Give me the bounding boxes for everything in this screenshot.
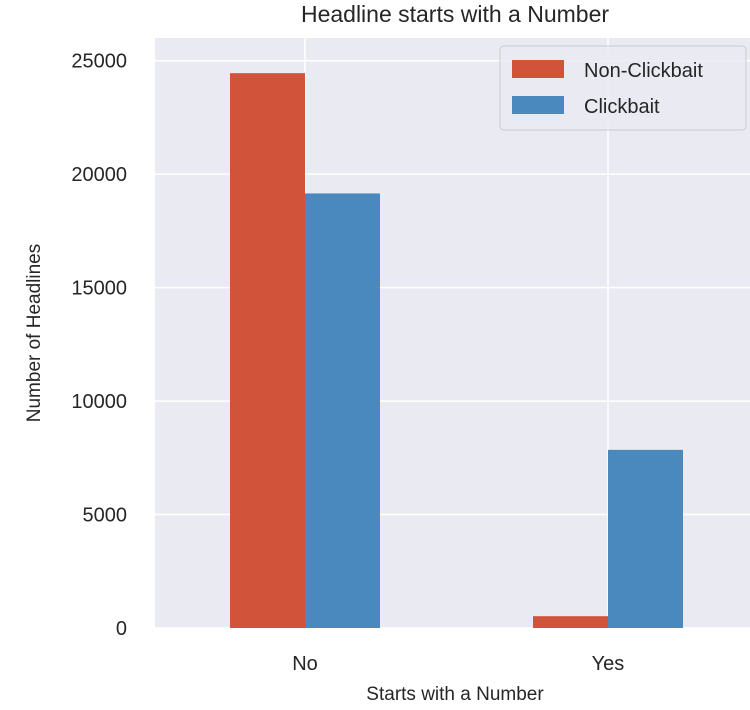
legend: Non-Clickbait Clickbait [499,45,747,131]
legend-label-non-clickbait: Non-Clickbait [584,60,703,82]
y-tick-label: 10000 [71,391,127,413]
y-tick-label: 20000 [71,164,127,186]
legend-label-clickbait: Clickbait [584,96,660,118]
x-tick-label: No [292,653,318,675]
chart-title: Headline starts with a Number [301,1,609,27]
x-axis-label: Starts with a Number [366,684,544,705]
legend-swatch-clickbait [512,96,564,114]
y-tick-label: 5000 [83,505,128,527]
y-axis-label: Number of Headlines [24,244,45,422]
y-tick-label: 25000 [71,51,127,73]
legend-swatch-non-clickbait [512,60,564,78]
y-tick-label: 0 [116,618,127,640]
bar-non-clickbait-yes [533,616,608,628]
bar-clickbait-no [305,193,380,628]
y-tick-label: 15000 [71,278,127,300]
y-tick-labels: 0 5000 10000 15000 20000 25000 [71,51,127,640]
bars [230,73,683,628]
x-tick-labels: No Yes [292,653,624,675]
x-tick-label: Yes [592,653,625,675]
bar-clickbait-yes [608,449,683,628]
bar-non-clickbait-no [230,73,305,628]
